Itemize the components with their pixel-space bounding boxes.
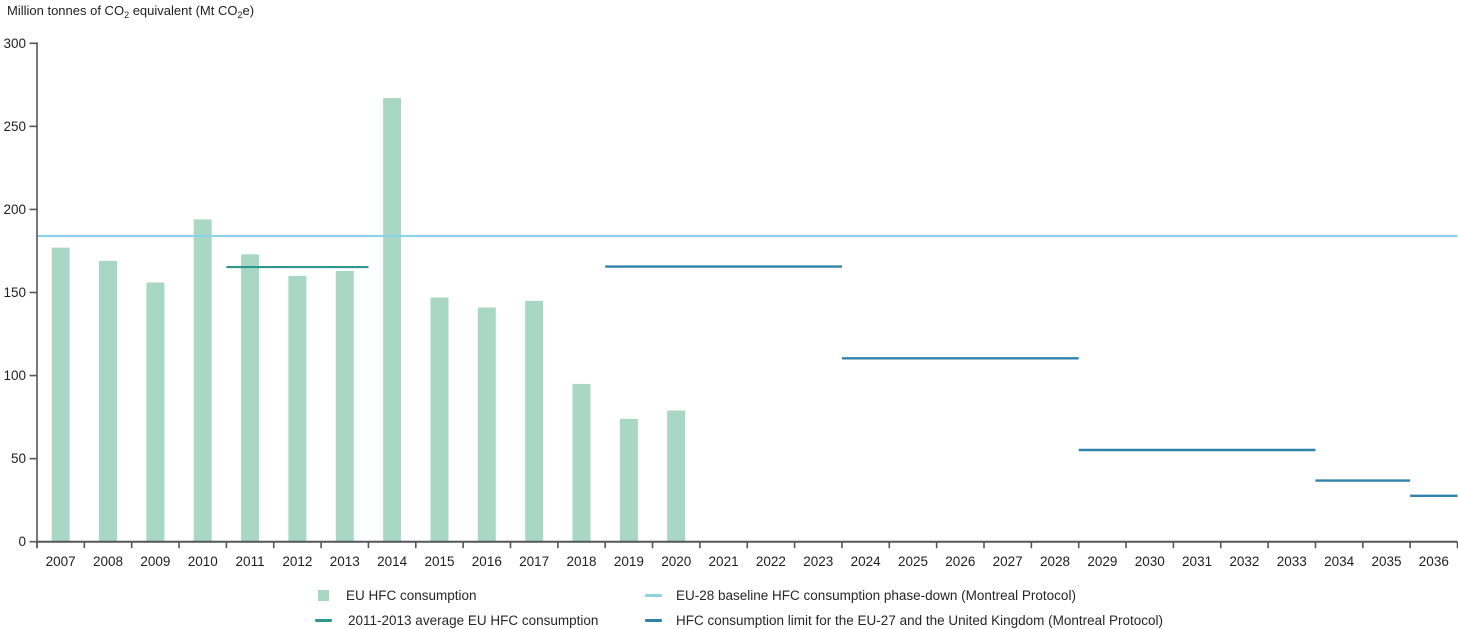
- x-tick-label-2014: 2014: [377, 554, 408, 569]
- y-tick-label-150: 150: [3, 285, 26, 300]
- bar-2015: [430, 297, 449, 542]
- bar-2012: [288, 275, 307, 542]
- x-tick-label-2035: 2035: [1371, 554, 1401, 569]
- x-tick-label-2036: 2036: [1419, 554, 1449, 569]
- x-tick-label-2012: 2012: [282, 554, 312, 569]
- x-tick-label-2023: 2023: [803, 554, 833, 569]
- x-tick-label-2018: 2018: [567, 554, 597, 569]
- x-tick-label-2016: 2016: [472, 554, 502, 569]
- x-tick-label-2022: 2022: [756, 554, 786, 569]
- bar-2020: [667, 410, 686, 542]
- y-tick-label-300: 300: [3, 36, 26, 51]
- bar-2010: [193, 219, 212, 542]
- y-tick-label-50: 50: [11, 451, 26, 466]
- bar-2016: [477, 307, 496, 542]
- x-tick-label-2008: 2008: [93, 554, 123, 569]
- x-tick-label-2021: 2021: [709, 554, 739, 569]
- x-tick-label-2027: 2027: [993, 554, 1023, 569]
- bar-2014: [383, 98, 402, 542]
- x-tick-label-2034: 2034: [1324, 554, 1355, 569]
- bar-2018: [572, 383, 591, 542]
- x-tick-label-2011: 2011: [236, 554, 265, 569]
- bar-2019: [619, 418, 638, 542]
- x-tick-label-2031: 2031: [1182, 554, 1212, 569]
- x-tick-label-2029: 2029: [1087, 554, 1117, 569]
- x-tick-label-2007: 2007: [46, 554, 76, 569]
- bar-2011: [241, 254, 260, 542]
- y-tick-label-200: 200: [3, 202, 26, 217]
- bar-2013: [335, 270, 354, 542]
- chart-title: Million tonnes of CO2 equivalent (Mt CO2…: [7, 3, 255, 20]
- x-tick-label-2020: 2020: [661, 554, 691, 569]
- y-tick-label-0: 0: [18, 534, 26, 549]
- x-tick-label-2010: 2010: [188, 554, 218, 569]
- x-tick-label-2009: 2009: [140, 554, 170, 569]
- bar-2009: [146, 282, 165, 542]
- x-tick-label-2028: 2028: [1040, 554, 1070, 569]
- y-tick-label-100: 100: [3, 368, 26, 383]
- x-tick-label-2026: 2026: [945, 554, 975, 569]
- x-tick-label-2032: 2032: [1229, 554, 1259, 569]
- x-tick-label-2025: 2025: [898, 554, 928, 569]
- x-tick-label-2024: 2024: [851, 554, 882, 569]
- bar-2008: [99, 260, 117, 542]
- y-tick-label-250: 250: [3, 119, 26, 134]
- x-tick-label-2030: 2030: [1135, 554, 1165, 569]
- x-tick-label-2019: 2019: [614, 554, 644, 569]
- x-tick-label-2015: 2015: [424, 554, 454, 569]
- x-tick-label-2033: 2033: [1277, 554, 1307, 569]
- bar-2017: [525, 300, 544, 542]
- bar-2007: [51, 247, 70, 542]
- x-tick-label-2013: 2013: [330, 554, 360, 569]
- x-tick-label-2017: 2017: [519, 554, 549, 569]
